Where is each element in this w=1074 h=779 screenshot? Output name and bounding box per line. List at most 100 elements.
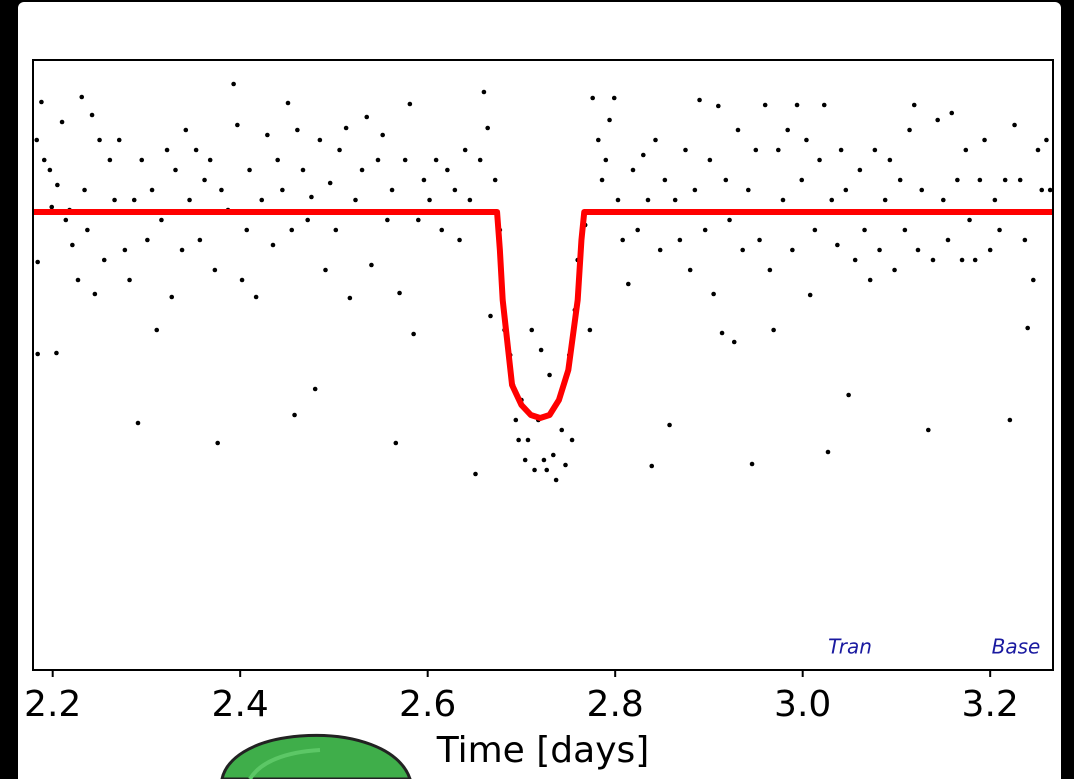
data-point bbox=[89, 112, 95, 118]
data-point bbox=[867, 277, 873, 283]
data-point bbox=[972, 257, 978, 263]
x-tick-label: 2.6 bbox=[399, 684, 456, 725]
data-point bbox=[767, 267, 773, 273]
data-point bbox=[289, 227, 295, 233]
data-point bbox=[149, 187, 155, 193]
data-point bbox=[407, 101, 413, 107]
data-point bbox=[753, 147, 759, 153]
plot-area bbox=[33, 60, 1053, 670]
data-point bbox=[963, 147, 969, 153]
data-point bbox=[719, 330, 725, 336]
data-point bbox=[692, 187, 698, 193]
annotations: Tran Base bbox=[828, 635, 1040, 659]
data-point bbox=[611, 95, 617, 101]
data-point bbox=[812, 227, 818, 233]
x-tick-label: 2.8 bbox=[587, 684, 644, 725]
data-point bbox=[35, 351, 40, 357]
data-point bbox=[462, 147, 468, 153]
data-point bbox=[723, 177, 729, 183]
data-point bbox=[235, 122, 240, 128]
annotation: Tran bbox=[828, 635, 872, 659]
data-point bbox=[215, 440, 220, 446]
data-point bbox=[749, 461, 755, 467]
data-point bbox=[343, 125, 349, 131]
data-point bbox=[292, 412, 297, 418]
data-point bbox=[626, 281, 631, 287]
data-point bbox=[364, 114, 370, 120]
data-point bbox=[532, 467, 537, 473]
data-point bbox=[544, 467, 550, 473]
data-point bbox=[892, 267, 897, 273]
data-point bbox=[265, 132, 270, 138]
data-point bbox=[630, 167, 636, 173]
data-point bbox=[347, 295, 353, 301]
data-point bbox=[375, 157, 381, 163]
data-point bbox=[75, 277, 81, 283]
data-point bbox=[887, 157, 893, 163]
data-point bbox=[452, 187, 458, 193]
data-point bbox=[982, 137, 987, 143]
data-point bbox=[187, 197, 192, 203]
data-point bbox=[522, 457, 528, 463]
data-point bbox=[179, 247, 185, 253]
data-point bbox=[54, 350, 59, 356]
data-point bbox=[587, 327, 593, 333]
data-point bbox=[97, 137, 102, 143]
data-point bbox=[421, 177, 427, 183]
data-point bbox=[164, 147, 170, 153]
data-point bbox=[551, 452, 556, 458]
data-point bbox=[843, 187, 849, 193]
data-point bbox=[135, 420, 141, 426]
data-point bbox=[785, 127, 790, 133]
data-point bbox=[877, 247, 882, 253]
data-point bbox=[207, 157, 213, 163]
data-point bbox=[41, 157, 47, 163]
data-point bbox=[740, 247, 745, 253]
data-point bbox=[481, 89, 487, 95]
data-point bbox=[127, 277, 132, 283]
data-point bbox=[603, 157, 609, 163]
data-point bbox=[945, 237, 951, 243]
data-point bbox=[790, 247, 795, 253]
data-point bbox=[1007, 417, 1013, 423]
data-point bbox=[1012, 122, 1017, 128]
data-point bbox=[735, 127, 741, 133]
data-point bbox=[757, 237, 762, 243]
data-point bbox=[677, 237, 683, 243]
data-point bbox=[596, 137, 601, 143]
data-point bbox=[327, 180, 333, 186]
data-point bbox=[799, 177, 805, 183]
data-point bbox=[992, 197, 998, 203]
data-point bbox=[393, 440, 399, 446]
data-point bbox=[731, 339, 737, 345]
data-point bbox=[385, 217, 390, 223]
data-point bbox=[467, 197, 473, 203]
data-point bbox=[139, 157, 145, 163]
data-point bbox=[569, 437, 575, 443]
x-tick-label: 3.2 bbox=[962, 684, 1019, 725]
data-point bbox=[107, 157, 113, 163]
data-point bbox=[804, 137, 809, 143]
data-point bbox=[317, 137, 323, 143]
data-point bbox=[34, 137, 40, 143]
data-point bbox=[902, 227, 908, 233]
data-point bbox=[872, 147, 878, 153]
data-point bbox=[116, 137, 122, 143]
data-point bbox=[547, 372, 552, 378]
data-point bbox=[445, 167, 450, 173]
data-point bbox=[154, 327, 160, 333]
data-point bbox=[173, 167, 178, 173]
data-point bbox=[672, 197, 678, 203]
data-point bbox=[716, 103, 721, 109]
data-point bbox=[915, 247, 921, 253]
data-point bbox=[477, 157, 483, 163]
data-point bbox=[620, 237, 625, 243]
data-point bbox=[1017, 177, 1023, 183]
data-point bbox=[817, 157, 822, 163]
data-point bbox=[776, 147, 781, 153]
data-point bbox=[825, 449, 831, 455]
data-point bbox=[380, 132, 385, 138]
data-point bbox=[702, 227, 708, 233]
data-point bbox=[231, 81, 236, 87]
